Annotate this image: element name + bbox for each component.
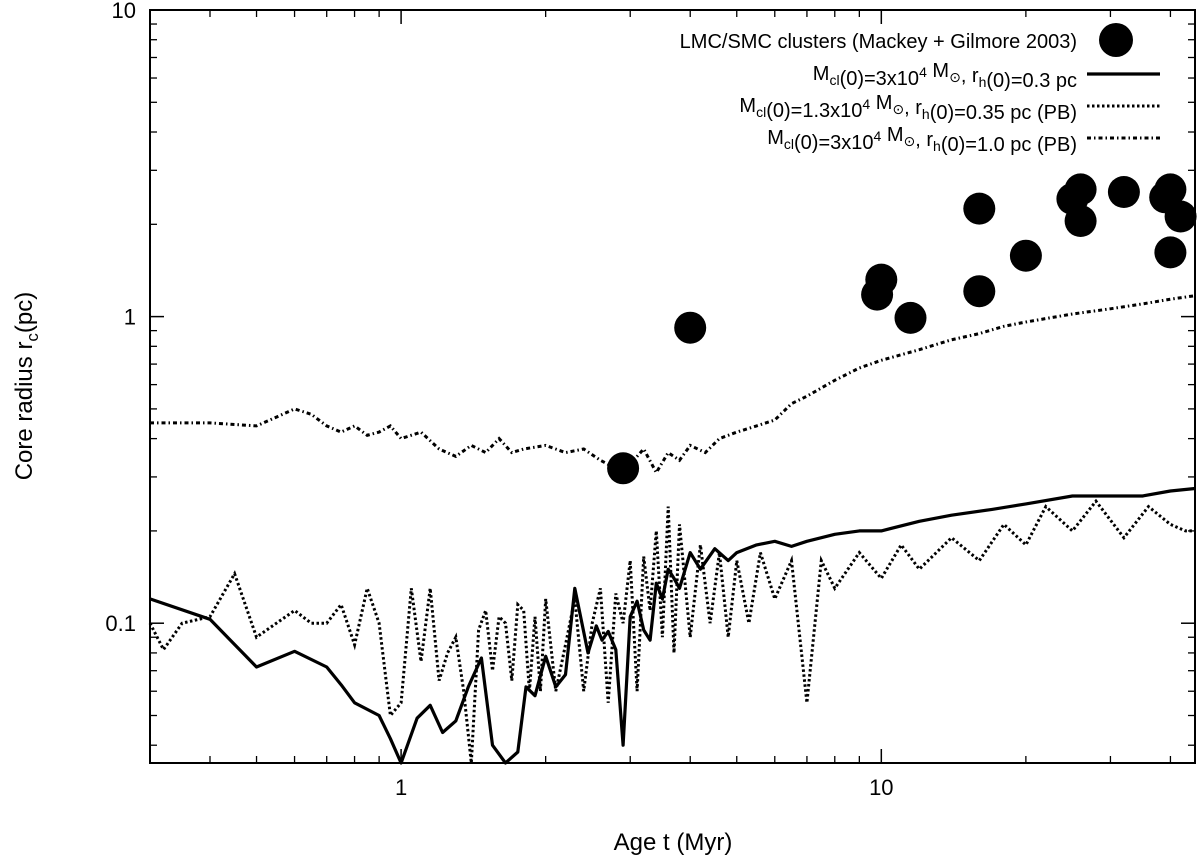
legend: LMC/SMC clusters (Mackey + Gilmore 2003)… xyxy=(680,23,1160,156)
cluster-point xyxy=(865,263,898,296)
y-axis-title: Core radius rc(pc) xyxy=(11,292,42,481)
y-tick-label: 0.1 xyxy=(105,611,136,636)
cluster-point xyxy=(1164,200,1197,233)
cluster-point xyxy=(1107,176,1140,208)
y-axis-title-sub: c xyxy=(23,333,42,342)
plot-frame xyxy=(149,9,1196,764)
cluster-point xyxy=(674,311,707,344)
legend-label-obs: LMC/SMC clusters (Mackey + Gilmore 2003) xyxy=(680,31,1077,53)
cluster-point xyxy=(1154,236,1187,269)
legend-label-sim3: Mcl(0)=3x104 M⊙, rh(0)=1.0 pc (PB) xyxy=(767,124,1077,156)
series-line-dotted xyxy=(148,498,1195,764)
cluster-point xyxy=(894,301,927,334)
legend-sample-dot xyxy=(1099,23,1133,57)
y-axis-title-unit: (pc) xyxy=(11,292,38,333)
y-tick-label: 1 xyxy=(124,305,136,330)
legend-label-sim1: Mcl(0)=3x104 M⊙, rh(0)=0.3 pc xyxy=(813,60,1077,92)
series-line-solid xyxy=(149,486,1196,765)
cluster-point xyxy=(607,452,640,485)
legend-label-sim2: Mcl(0)=1.3x104 M⊙, rh(0)=0.35 pc (PB) xyxy=(739,92,1077,124)
svg-text:Core radius rc(pc): Core radius rc(pc) xyxy=(11,292,42,481)
cluster-point xyxy=(963,192,996,225)
cluster-point xyxy=(1009,239,1042,272)
x-axis-title: Age t (Myr) xyxy=(614,829,733,856)
cluster-point xyxy=(1154,173,1187,206)
scatter-points xyxy=(607,173,1197,485)
series-layer xyxy=(148,173,1197,765)
y-axis-title-main: Core radius r xyxy=(11,342,38,481)
axis-ticks: 1 10 0.1 1 10 xyxy=(105,0,1195,800)
x-tick-label: 10 xyxy=(869,775,893,800)
svg-text:Age t (Myr): Age t (Myr) xyxy=(614,829,733,856)
x-tick-label: 1 xyxy=(395,775,407,800)
cluster-point xyxy=(1064,173,1097,206)
cluster-point xyxy=(1064,205,1097,237)
cluster-point xyxy=(963,275,996,308)
y-tick-label: 10 xyxy=(112,0,136,23)
